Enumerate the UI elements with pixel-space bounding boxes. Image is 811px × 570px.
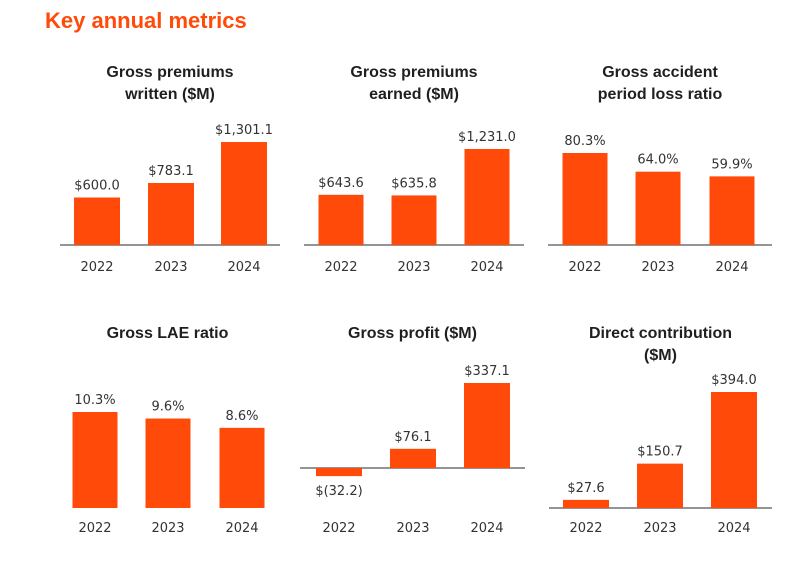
bar-2024 <box>219 427 265 508</box>
category-label: 2022 <box>322 521 355 536</box>
category-label: 2024 <box>470 521 503 536</box>
bar-2023 <box>145 418 191 508</box>
bar-2024 <box>464 383 510 468</box>
data-label: 10.3% <box>74 393 115 408</box>
chart-panel-lae-ratio: Gross LAE ratio 10.3% 2022 9.6% 2023 8.6% 202… <box>55 323 280 548</box>
data-label: 64.0% <box>637 153 678 168</box>
data-label: $337.1 <box>464 364 510 379</box>
bar-chart: 10.3% 2022 9.6% 2023 8.6% 2024 <box>72 393 265 536</box>
category-label: 2022 <box>324 260 357 275</box>
bar-2024 <box>221 142 267 245</box>
data-label: $1,301.1 <box>215 123 273 138</box>
chart-title: Gross premiums written ($M) <box>60 62 280 106</box>
data-label: $76.1 <box>394 430 431 445</box>
bar-2023 <box>391 195 437 245</box>
data-label: $783.1 <box>148 164 194 179</box>
bar-chart: $600.0 2022 $783.1 2023 $1,301.1 2024 <box>60 123 280 275</box>
category-label: 2023 <box>397 260 430 275</box>
bar-2022 <box>72 412 118 508</box>
bar-2023 <box>635 171 681 245</box>
category-label: 2024 <box>715 260 748 275</box>
bar-2022 <box>318 194 364 245</box>
chart-title: Gross accident period loss ratio <box>548 62 772 106</box>
category-label: 2023 <box>396 521 429 536</box>
chart-title-line: Gross accident <box>602 64 718 81</box>
category-label: 2022 <box>569 521 602 536</box>
chart-title: Gross profit ($M) <box>300 323 525 345</box>
bar-2022 <box>316 468 362 477</box>
chart-title-line: Gross LAE ratio <box>106 325 229 342</box>
data-label: $643.6 <box>318 176 364 191</box>
bar-chart: $643.6 2022 $635.8 2023 $1,231.0 2024 <box>304 130 524 275</box>
chart-title-line: Direct contribution <box>588 325 733 342</box>
bar-2024 <box>711 392 757 508</box>
chart-title-line: Gross premiums <box>106 64 234 81</box>
chart-panel-direct-contribution: Direct contribution ($M) $27.6 2022 $150.7… <box>549 323 772 548</box>
bar-2023 <box>390 448 436 468</box>
chart-title-line: earned ($M) <box>369 86 459 103</box>
bar-2024 <box>464 149 510 245</box>
chart-panel-gross-profit: Gross profit ($M) $(32.2) 2022 $76.1 2023 $3… <box>300 323 525 548</box>
chart-panel-loss-ratio: Gross accident period loss ratio 80.3% 20… <box>548 62 772 282</box>
chart-panel-gross-premiums-earned: Gross premiums earned ($M) $643.6 2022 $63… <box>304 62 524 282</box>
data-label: 9.6% <box>151 400 184 415</box>
chart-title: Gross LAE ratio <box>55 323 280 345</box>
bar-2022 <box>562 153 608 245</box>
chart-title-line: ($M) <box>644 347 677 364</box>
chart-title-line: Gross premiums <box>350 64 478 81</box>
bar-2023 <box>148 183 194 245</box>
bar-chart: 80.3% 2022 64.0% 2023 59.9% 2024 <box>548 134 772 275</box>
data-label: $600.0 <box>74 179 120 194</box>
category-label: 2024 <box>717 521 750 536</box>
page-title: Key annual metrics <box>45 8 247 33</box>
bar-chart: $27.6 2022 $150.7 2023 $394.0 2024 <box>549 373 772 536</box>
data-label: 8.6% <box>225 409 258 424</box>
category-label: 2024 <box>227 260 260 275</box>
chart-panel-gross-premiums-written: Gross premiums written ($M) $600.0 2022 $7… <box>60 62 280 282</box>
data-label: $(32.2) <box>315 484 362 499</box>
chart-title: Gross premiums earned ($M) <box>304 62 524 106</box>
category-label: 2023 <box>643 521 676 536</box>
category-label: 2022 <box>78 521 111 536</box>
data-label: $27.6 <box>567 481 604 496</box>
data-label: $150.7 <box>637 445 683 460</box>
category-label: 2023 <box>151 521 184 536</box>
category-label: 2024 <box>470 260 503 275</box>
chart-title-line: written ($M) <box>125 86 215 103</box>
data-label: $635.8 <box>391 176 437 191</box>
chart-title: Direct contribution ($M) <box>549 323 772 367</box>
data-label: 80.3% <box>564 134 605 149</box>
category-label: 2024 <box>225 521 258 536</box>
data-label: 59.9% <box>711 157 752 172</box>
category-label: 2023 <box>641 260 674 275</box>
category-label: 2023 <box>154 260 187 275</box>
bar-2023 <box>637 463 683 508</box>
bar-chart: $(32.2) 2022 $76.1 2023 $337.1 2024 <box>300 364 525 536</box>
bar-2024 <box>709 176 755 245</box>
chart-title-line: Gross profit ($M) <box>348 325 477 342</box>
category-label: 2022 <box>80 260 113 275</box>
chart-title-line: period loss ratio <box>597 86 723 103</box>
data-label: $1,231.0 <box>458 130 516 145</box>
bar-2022 <box>563 499 609 508</box>
bar-2022 <box>74 197 120 245</box>
data-label: $394.0 <box>711 373 757 388</box>
category-label: 2022 <box>568 260 601 275</box>
